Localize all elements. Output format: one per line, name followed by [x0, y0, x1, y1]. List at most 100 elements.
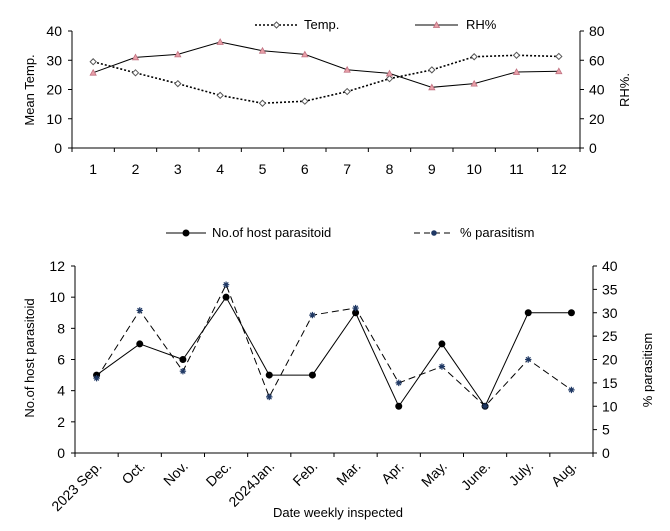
c2-ytick-label-5: 10	[49, 289, 65, 305]
c2-host-point-2	[179, 356, 187, 363]
c2-xtick-label-8: May.	[418, 458, 450, 490]
c2-y2tick-label-4: 20	[602, 352, 618, 368]
c2-y2tick-label-5: 25	[602, 328, 618, 344]
c1-rh-point-11	[555, 67, 563, 75]
c2-host-point-4	[265, 371, 273, 379]
c1-temp-point-0	[89, 58, 97, 66]
c1-rh-point-6	[343, 65, 351, 73]
c2-parasitism-point-9	[481, 403, 489, 410]
c2-xtick-label-6: Mar.	[333, 458, 364, 489]
c1-ytick-label-1: 10	[46, 111, 62, 127]
c2-y2tick-label-1: 5	[602, 422, 610, 438]
c1-temp-point-3	[216, 91, 224, 100]
c2-y2tick-label-8: 40	[602, 258, 618, 274]
c1-xtick-label-7: 8	[386, 161, 394, 177]
c1-y2tick-label-0: 0	[589, 140, 597, 156]
c1-y-axis-label: Mean Temp.	[22, 54, 37, 125]
c1-xtick-label-5: 6	[301, 161, 309, 177]
c2-ytick-label-3: 6	[57, 352, 65, 368]
c1-rh-point-3	[216, 38, 224, 45]
c2-ytick-label-6: 12	[49, 258, 65, 274]
c2-series-host-line	[96, 296, 572, 408]
c1-temp-point-9	[470, 53, 478, 61]
c1-series-rh-line	[92, 41, 559, 88]
c1-legend-rh-label: RH%	[466, 17, 497, 32]
c1-xtick-label-11: 12	[551, 161, 567, 177]
c2-y2tick-label-3: 15	[602, 375, 618, 391]
c2-host-point-7	[395, 402, 403, 410]
c1-rh-point-1	[131, 53, 140, 61]
c2-series-parasitism-line	[96, 283, 572, 407]
c1-temp-point-5	[301, 97, 309, 105]
c2-legend-parasitism-marker	[431, 230, 437, 236]
c2-parasitism-point-2	[179, 367, 187, 375]
c2-y2tick-label-6: 30	[602, 305, 618, 321]
c2-xtick-label-5: Feb.	[289, 458, 320, 489]
c1-temp-point-10	[512, 51, 521, 59]
c2-host-point-8	[438, 340, 446, 348]
c2-ytick-label-0: 0	[57, 445, 65, 461]
c2-host-point-11	[567, 309, 575, 317]
c1-temp-point-1	[131, 69, 140, 77]
c1-temp-point-4	[258, 99, 267, 107]
c2-xtick-label-3: Dec.	[203, 458, 235, 490]
c2-xtick-label-9: June.	[458, 458, 494, 494]
c2-y-axis-label: No.of host parasitoid	[22, 298, 37, 417]
c2-y2-axis-label: % parasitism	[640, 333, 655, 407]
c1-rh-point-9	[470, 79, 478, 87]
c2-parasitism-point-3	[222, 281, 230, 288]
c1-rh-point-10	[512, 68, 521, 75]
c2-ytick-label-2: 4	[57, 383, 65, 399]
c2-parasitism-point-7	[395, 379, 402, 387]
c2-parasitism-point-4	[266, 393, 273, 401]
c1-rh-point-8	[428, 83, 436, 91]
c1-xtick-label-9: 10	[466, 161, 482, 177]
c2-host-point-1	[136, 340, 144, 348]
c2-parasitism-point-6	[352, 304, 359, 312]
c1-xtick-label-10: 11	[509, 161, 524, 177]
c1-temp-point-7	[385, 74, 394, 83]
c1-rh-point-4	[258, 46, 267, 54]
c1-temp-point-8	[428, 66, 436, 74]
parasitoid-chart: 0 2 4 6 8 10 12 0 5 10 15 20 25 30 35 40 2023 Sep. Oct. No…	[22, 225, 655, 520]
c1-legend-temp-marker	[272, 21, 281, 29]
c2-xtick-label-11: Aug.	[548, 458, 580, 490]
c1-ytick-label-3: 30	[46, 52, 62, 68]
c1-xtick-label-2: 3	[174, 161, 182, 177]
c2-xtick-label-2: Nov.	[160, 458, 191, 489]
c1-xtick-label-8: 9	[428, 161, 436, 177]
c2-xtick-label-10: July.	[505, 458, 536, 489]
c1-y2-axis-label: RH%.	[617, 73, 632, 107]
c2-y2tick-label-2: 10	[602, 398, 618, 414]
c1-y2tick-label-4: 80	[589, 23, 605, 39]
c2-parasitism-point-11	[568, 386, 575, 394]
c2-parasitism-point-1	[136, 307, 143, 314]
c1-series-temp-line	[92, 54, 559, 105]
c2-host-point-5	[308, 371, 316, 379]
c2-xtick-label-0: 2023 Sep.	[48, 458, 104, 514]
c1-temp-point-11	[555, 52, 563, 61]
c1-temp-point-6	[343, 87, 351, 96]
c1-rh-point-7	[385, 69, 394, 77]
c1-rh-point-5	[301, 50, 309, 58]
c2-parasitism-point-10	[525, 356, 532, 363]
c2-xtick-label-7: Apr.	[378, 458, 407, 487]
c1-y2tick-label-2: 40	[589, 82, 605, 98]
c1-y2tick-label-1: 20	[589, 111, 605, 127]
c1-legend-rh-marker	[432, 21, 441, 28]
c1-legend-temp-label: Temp.	[304, 17, 339, 32]
c1-ytick-label-4: 40	[46, 23, 62, 39]
c1-xtick-label-4: 5	[259, 161, 267, 177]
c2-host-point-10	[524, 309, 532, 317]
c1-rh-point-0	[89, 68, 97, 76]
c2-y2tick-label-0: 0	[602, 445, 610, 461]
c2-ytick-label-1: 2	[57, 414, 65, 430]
c1-xtick-label-6: 7	[343, 161, 351, 177]
c1-y2tick-label-3: 60	[589, 52, 605, 68]
c2-parasitism-point-0	[93, 375, 100, 382]
c2-host-point-3	[222, 293, 230, 301]
c2-legend-host-label: No.of host parasitoid	[212, 225, 331, 240]
c2-ytick-label-4: 8	[57, 320, 65, 336]
